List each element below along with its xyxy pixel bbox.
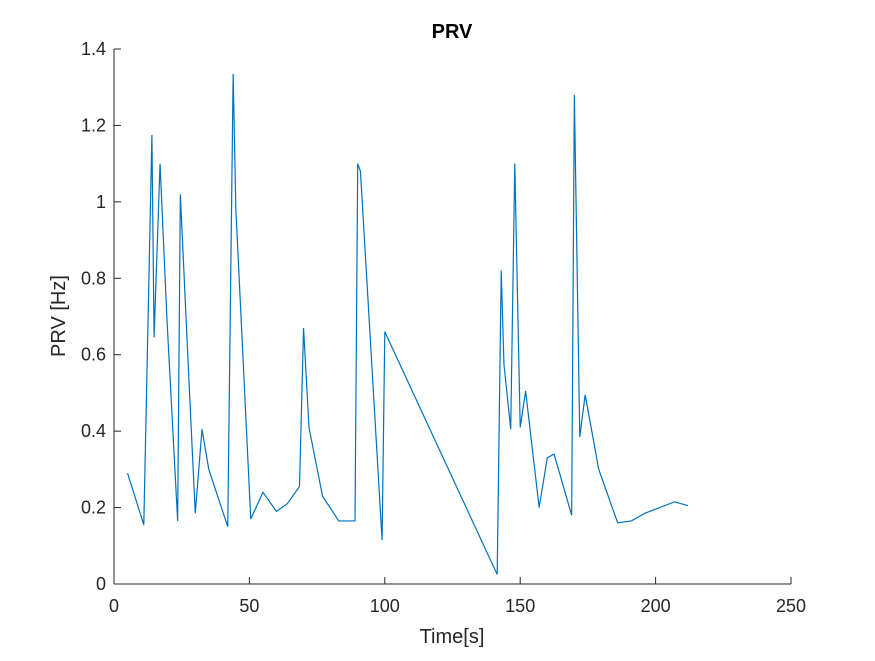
y-tick-label: 0.6	[81, 345, 106, 365]
x-axis-label: Time[s]	[420, 626, 485, 648]
y-tick-label: 0.4	[81, 421, 106, 441]
x-tick-label: 250	[776, 596, 806, 616]
prv-series-line	[126, 73, 689, 575]
x-tick-label: 100	[370, 596, 400, 616]
y-tick-label: 0.2	[81, 498, 106, 518]
y-axis-label: PRV [Hz]	[48, 275, 70, 357]
x-tick-label: 50	[239, 596, 259, 616]
y-tick-label: 1.4	[81, 39, 106, 59]
chart-title: PRV	[432, 21, 473, 43]
x-tick-label: 200	[641, 596, 671, 616]
tick-labels: 0 50 100 150 200 250 0 0.2 0.4 0.6 0.8 1 1.2 1.4	[81, 39, 806, 616]
ticks	[113, 48, 792, 585]
x-tick-label: 150	[505, 596, 535, 616]
y-tick-label: 1	[96, 192, 106, 212]
y-tick-label: 0	[96, 574, 106, 594]
y-tick-label: 1.2	[81, 115, 106, 135]
plot-area	[114, 49, 791, 584]
axes	[113, 49, 791, 585]
y-tick-label: 0.8	[81, 268, 106, 288]
x-tick-label: 0	[109, 596, 119, 616]
